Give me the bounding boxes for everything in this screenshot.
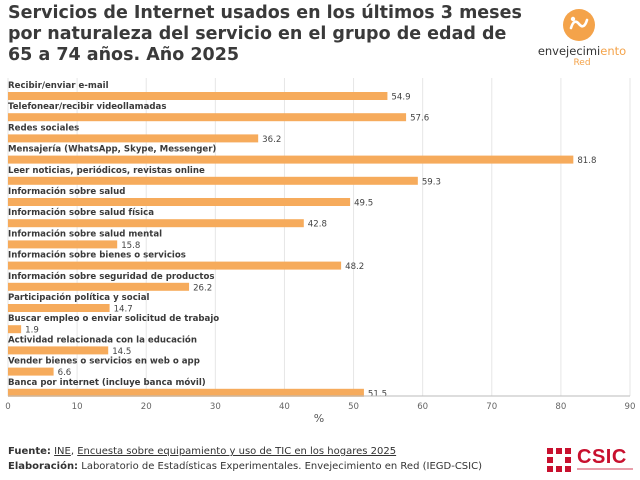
- csic-logo: CSIC: [545, 446, 635, 476]
- bar: [8, 282, 190, 291]
- category-label: Mensajería (WhatsApp, Skype, Messenger): [8, 145, 216, 155]
- bar-labels: Recibir/enviar e-mail 54.9 Telefonear/reci…: [8, 81, 596, 399]
- source-separator: ,: [70, 446, 78, 457]
- value-label: 6.6: [58, 368, 72, 378]
- value-label: 81.8: [577, 156, 596, 166]
- footer: Fuente: INE, Encuesta sobre equipamiento…: [8, 444, 482, 474]
- category-label: Leer noticias, periódicos, revistas onli…: [8, 165, 205, 176]
- grid-lines: [7, 78, 631, 396]
- logo-wordmark-red: Red: [573, 58, 591, 68]
- envejecimiento-en-red-logo: envejecimiento Red: [532, 8, 632, 68]
- value-label: 14.7: [114, 305, 133, 315]
- value-label: 26.2: [193, 283, 212, 293]
- csic-wordmark: CSIC: [577, 446, 627, 468]
- value-label: 54.9: [391, 93, 410, 103]
- x-tick-label: 90: [625, 402, 636, 412]
- made-by-label: Elaboración:: [8, 461, 79, 472]
- value-label: 59.3: [422, 177, 441, 187]
- category-label: Información sobre salud: [8, 186, 125, 197]
- bar: [8, 155, 574, 164]
- bar: [8, 388, 364, 397]
- category-label: Redes sociales: [8, 123, 79, 133]
- bar: [8, 198, 351, 206]
- category-label: Telefonear/recibir videollamadas: [8, 102, 166, 112]
- category-label: Información sobre bienes o servicios: [8, 250, 186, 261]
- x-axis-title: %: [314, 412, 324, 425]
- category-label: Banca por internet (incluye banca móvil): [8, 377, 206, 388]
- category-label: Vender bienes o servicios en web o app: [8, 357, 200, 367]
- logo-wordmark: envejecimiento: [537, 44, 627, 58]
- csic-emblem-icon: [547, 448, 571, 472]
- category-label: Participación política y social: [8, 292, 150, 303]
- source-line: Fuente: INE, Encuesta sobre equipamiento…: [8, 444, 482, 459]
- bar: [8, 261, 342, 270]
- x-tick-label: 30: [210, 402, 221, 412]
- made-by-text: Laboratorio de Estadísticas Experimental…: [81, 461, 482, 472]
- category-label: Buscar empleo o enviar solicitud de trab…: [8, 314, 219, 324]
- bar: [8, 92, 388, 100]
- bar-chart: Recibir/enviar e-mail 54.9 Telefonear/reci…: [5, 78, 636, 425]
- x-tick-label: 10: [72, 402, 83, 412]
- value-label: 36.2: [262, 135, 281, 145]
- bar: [8, 176, 418, 185]
- x-axis: 0 10 20 30 40 50 60 70 80 90: [5, 395, 636, 412]
- made-by-line: Elaboración: Laboratorio de Estadísticas…: [8, 459, 482, 474]
- category-label: Información sobre seguridad de productos: [8, 271, 214, 282]
- bar: [8, 240, 118, 249]
- category-label: Información sobre salud mental: [8, 228, 162, 239]
- value-label: 49.5: [354, 199, 373, 209]
- value-label: 51.5: [368, 389, 387, 399]
- category-label: Actividad relacionada con la educación: [8, 334, 197, 345]
- logo-mark-icon: [563, 9, 595, 41]
- bar: [8, 304, 110, 312]
- x-tick-label: 50: [348, 402, 359, 412]
- category-label: Recibir/enviar e-mail: [8, 81, 109, 91]
- x-tick-label: 80: [555, 402, 566, 412]
- value-label: 14.5: [112, 347, 131, 357]
- bar: [8, 113, 407, 122]
- bar: [8, 325, 22, 334]
- x-tick-label: 40: [279, 402, 290, 412]
- bar: [8, 367, 54, 376]
- x-tick-label: 70: [486, 402, 497, 412]
- bar: [8, 219, 304, 228]
- chart-title: Servicios de Internet usados en los últi…: [8, 3, 522, 65]
- value-label: 1.9: [25, 326, 39, 336]
- csic-subtitle-rule: [577, 468, 633, 470]
- source-survey-link[interactable]: Encuesta sobre equipamiento y uso de TIC…: [77, 446, 397, 457]
- source-org-link[interactable]: INE: [54, 446, 71, 457]
- bars: [8, 92, 574, 397]
- x-tick-label: 60: [417, 402, 428, 412]
- value-label: 42.8: [308, 220, 327, 230]
- value-label: 48.2: [345, 262, 364, 272]
- bar: [8, 346, 109, 355]
- bar: [8, 134, 259, 143]
- x-tick-label: 0: [5, 402, 10, 412]
- x-tick-label: 20: [141, 402, 152, 412]
- category-label: Información sobre salud física: [8, 207, 154, 218]
- value-label: 57.6: [410, 114, 429, 124]
- value-label: 15.8: [121, 241, 140, 251]
- source-label: Fuente:: [8, 446, 51, 457]
